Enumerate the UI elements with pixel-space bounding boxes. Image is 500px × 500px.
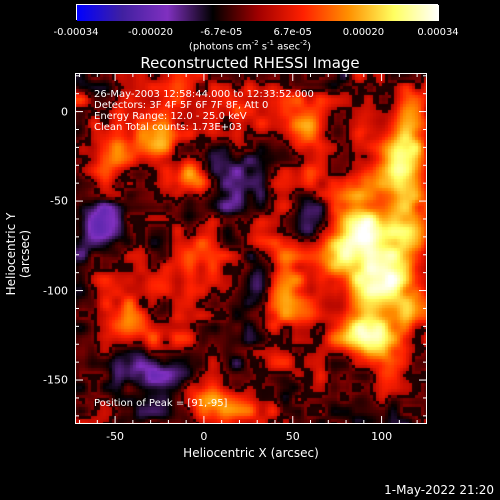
annotation-clean: Clean Total counts: 1.73E+03 xyxy=(94,122,242,133)
chart-title: Reconstructed RHESSI Image xyxy=(140,54,360,72)
x-tick-label: 100 xyxy=(371,430,393,443)
colorbar-tick-label: 0.00034 xyxy=(417,27,459,38)
heatmap-image xyxy=(76,74,426,423)
x-axis-label: Heliocentric X (arcsec) xyxy=(183,446,319,460)
colorbar-units: (photons cm-2 s-1 asec-2) xyxy=(188,39,312,53)
colorbar-tick-label: -6.7e-05 xyxy=(200,27,243,38)
annotation-time-range: 26-May-2003 12:58:44.000 to 12:33:52.000 xyxy=(94,89,314,100)
colorbar-tick-label: -0.00034 xyxy=(53,27,99,38)
y-axis-label: Heliocentric Y (arcsec) xyxy=(4,212,32,296)
plot-frame xyxy=(75,73,427,424)
footer-timestamp: 1-May-2022 21:20 xyxy=(384,483,494,497)
colorbar-tick-label: -0.00020 xyxy=(128,27,173,38)
x-tick-label: 0 xyxy=(200,430,208,443)
y-tick-label: -50 xyxy=(50,194,68,208)
colorbar-tick-label: 0.00020 xyxy=(342,27,385,38)
annotation-peak: Position of Peak = [91,-95] xyxy=(94,398,228,409)
colorbar xyxy=(76,4,439,21)
colorbar-gradient xyxy=(77,5,439,21)
y-tick-label: -150 xyxy=(43,373,68,387)
annotation-energy: Energy Range: 12.0 - 25.0 keV xyxy=(94,111,247,122)
y-tick-label: 0 xyxy=(61,105,68,119)
colorbar-tick-label: 6.7e-05 xyxy=(273,27,312,38)
x-tick-label: 50 xyxy=(285,430,300,443)
annotation-detectors: Detectors: 3F 4F 5F 6F 7F 8F, Att 0 xyxy=(94,100,269,111)
axis-ticks xyxy=(75,73,427,424)
x-tick-label: -50 xyxy=(106,430,125,443)
y-tick-label: -100 xyxy=(43,284,68,298)
